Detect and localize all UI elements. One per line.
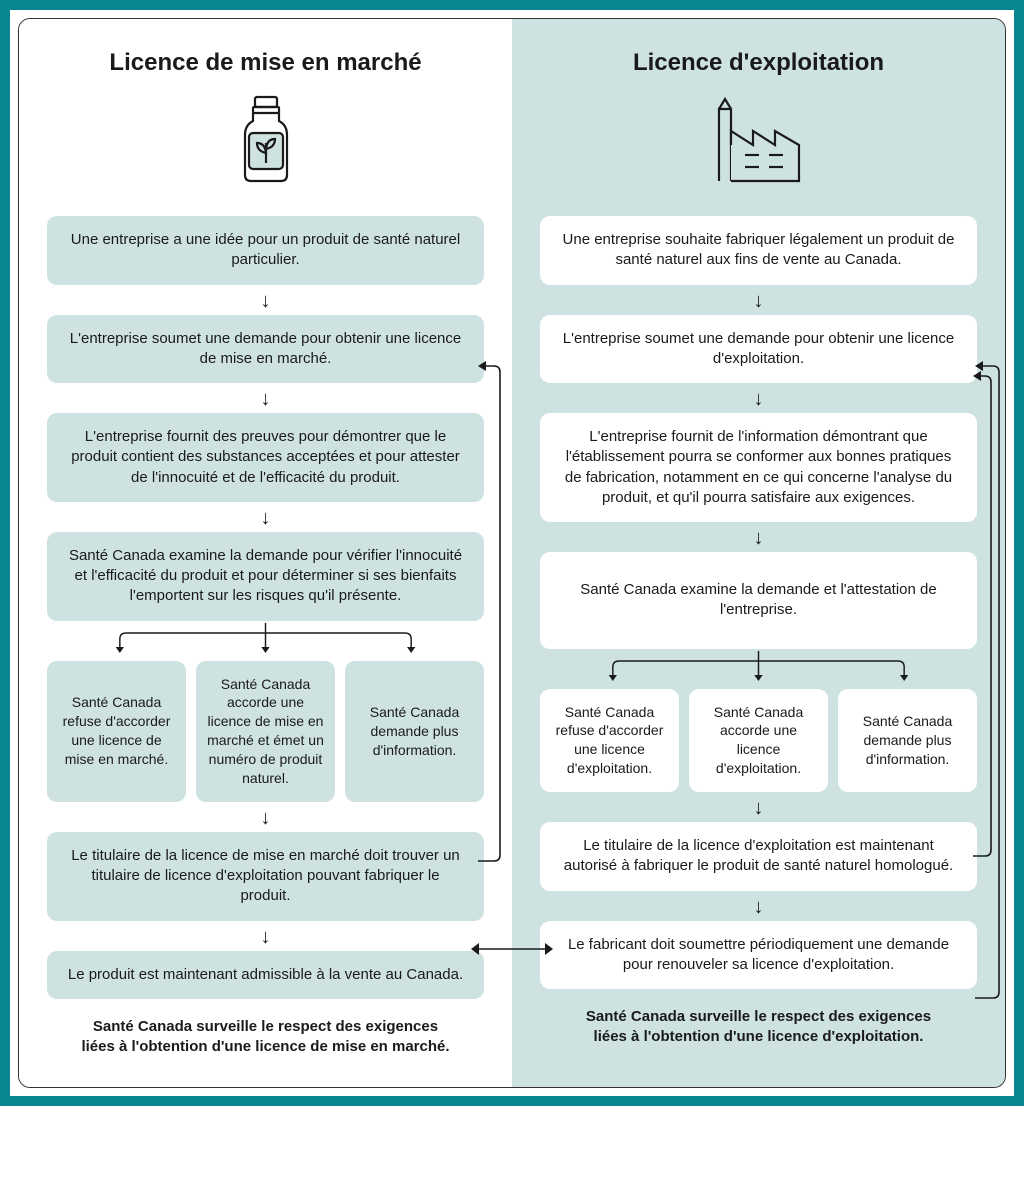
title-right: Licence d'exploitation (540, 49, 977, 77)
split-connector-left (47, 623, 484, 657)
step-l4: Santé Canada examine la demande pour vér… (47, 532, 484, 621)
flow-left: Une entreprise a une idée pour un produi… (47, 216, 484, 999)
branch-l-grant: Santé Canada accorde une licence de mise… (196, 661, 335, 802)
step-l3: L'entreprise fournit des preuves pour dé… (47, 413, 484, 502)
branch-r-refuse: Santé Canada refuse d'accorder une licen… (540, 689, 679, 793)
step-r4: Santé Canada examine la demande et l'att… (540, 552, 977, 649)
step-l5: Le titulaire de la licence de mise en ma… (47, 832, 484, 921)
step-r1: Une entreprise souhaite fabriquer légale… (540, 216, 977, 285)
footer-left: Santé Canada surveille le respect des ex… (47, 999, 484, 1064)
arrow-down-icon: ↓ (47, 921, 484, 951)
column-product-licence: Licence de mise en marché Une entreprise… (19, 19, 512, 1087)
footer-right: Santé Canada surveille le respect des ex… (540, 989, 977, 1054)
step-l6: Le produit est maintenant admissible à l… (47, 951, 484, 999)
branch-r-grant: Santé Canada accorde une licence d'explo… (689, 689, 828, 793)
branch-l-more: Santé Canada demande plus d'information. (345, 661, 484, 802)
arrow-down-icon: ↓ (47, 285, 484, 315)
loopback-arrow-right-renew (973, 358, 1003, 1018)
arrow-down-icon: ↓ (47, 383, 484, 413)
factory-icon (540, 95, 977, 190)
step-l2: L'entreprise soumet une demande pour obt… (47, 315, 484, 384)
arrow-down-icon: ↓ (540, 891, 977, 921)
branch-r-more: Santé Canada demande plus d'information. (838, 689, 977, 793)
arrow-down-icon: ↓ (540, 383, 977, 413)
step-r3: L'entreprise fournit de l'information dé… (540, 413, 977, 522)
title-left: Licence de mise en marché (47, 49, 484, 77)
arrow-down-icon: ↓ (47, 802, 484, 832)
step-r5: Le titulaire de la licence d'exploitatio… (540, 822, 977, 891)
diagram-frame: Licence de mise en marché Une entreprise… (0, 0, 1024, 1106)
step-r2: L'entreprise soumet une demande pour obt… (540, 315, 977, 384)
step-l1: Une entreprise a une idée pour un produi… (47, 216, 484, 285)
branch-row-left: Santé Canada refuse d'accorder une licen… (47, 661, 484, 802)
arrow-down-icon: ↓ (540, 285, 977, 315)
step-r6: Le fabricant doit soumettre périodiqueme… (540, 921, 977, 990)
flow-right: Une entreprise souhaite fabriquer légale… (540, 216, 977, 989)
column-site-licence: Licence d'exploitation Une entreprise so… (512, 19, 1005, 1087)
bottle-leaf-icon (47, 95, 484, 190)
branch-l-refuse: Santé Canada refuse d'accorder une licen… (47, 661, 186, 802)
diagram-body: Licence de mise en marché Une entreprise… (18, 18, 1006, 1088)
arrow-down-icon: ↓ (540, 522, 977, 552)
arrow-down-icon: ↓ (47, 502, 484, 532)
branch-row-right: Santé Canada refuse d'accorder une licen… (540, 689, 977, 793)
split-connector-right (540, 651, 977, 685)
arrow-down-icon: ↓ (540, 792, 977, 822)
